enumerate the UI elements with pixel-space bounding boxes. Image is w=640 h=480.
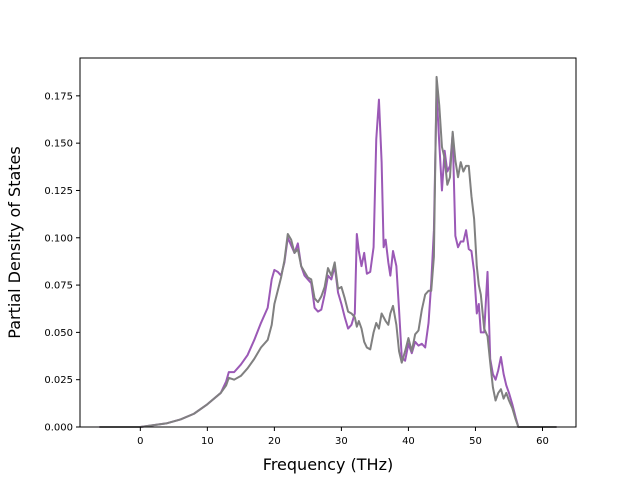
x-axis: 0 10 20 30 40 50 60 xyxy=(137,427,549,447)
series-line-2 xyxy=(99,75,557,428)
y-tick-label: 0.150 xyxy=(44,139,73,150)
y-tick-label: 0.075 xyxy=(44,281,73,292)
y-tick-label: 0.100 xyxy=(44,233,73,244)
x-axis-title: Frequency (THz) xyxy=(263,455,393,474)
plot-frame xyxy=(79,57,577,428)
y-tick-label: 0.025 xyxy=(44,375,73,386)
y-tick-label: 0.000 xyxy=(44,423,73,434)
x-tick-label: 60 xyxy=(536,436,549,447)
series-layer xyxy=(99,75,557,428)
y-axis-title: Partial Density of States xyxy=(5,146,24,338)
y-tick-label: 0.175 xyxy=(44,91,73,102)
y-tick-label: 0.050 xyxy=(44,328,73,339)
series-line-1 xyxy=(99,91,557,428)
x-tick-label: 0 xyxy=(137,436,143,447)
x-tick-label: 40 xyxy=(402,436,415,447)
y-tick-label: 0.125 xyxy=(44,186,73,197)
x-tick-label: 50 xyxy=(469,436,482,447)
x-tick-label: 20 xyxy=(268,436,281,447)
x-tick-label: 10 xyxy=(201,436,214,447)
y-axis: 0.000 0.025 0.050 0.075 0.100 0.125 0.150 0.175 xyxy=(44,91,80,434)
x-tick-label: 30 xyxy=(335,436,348,447)
